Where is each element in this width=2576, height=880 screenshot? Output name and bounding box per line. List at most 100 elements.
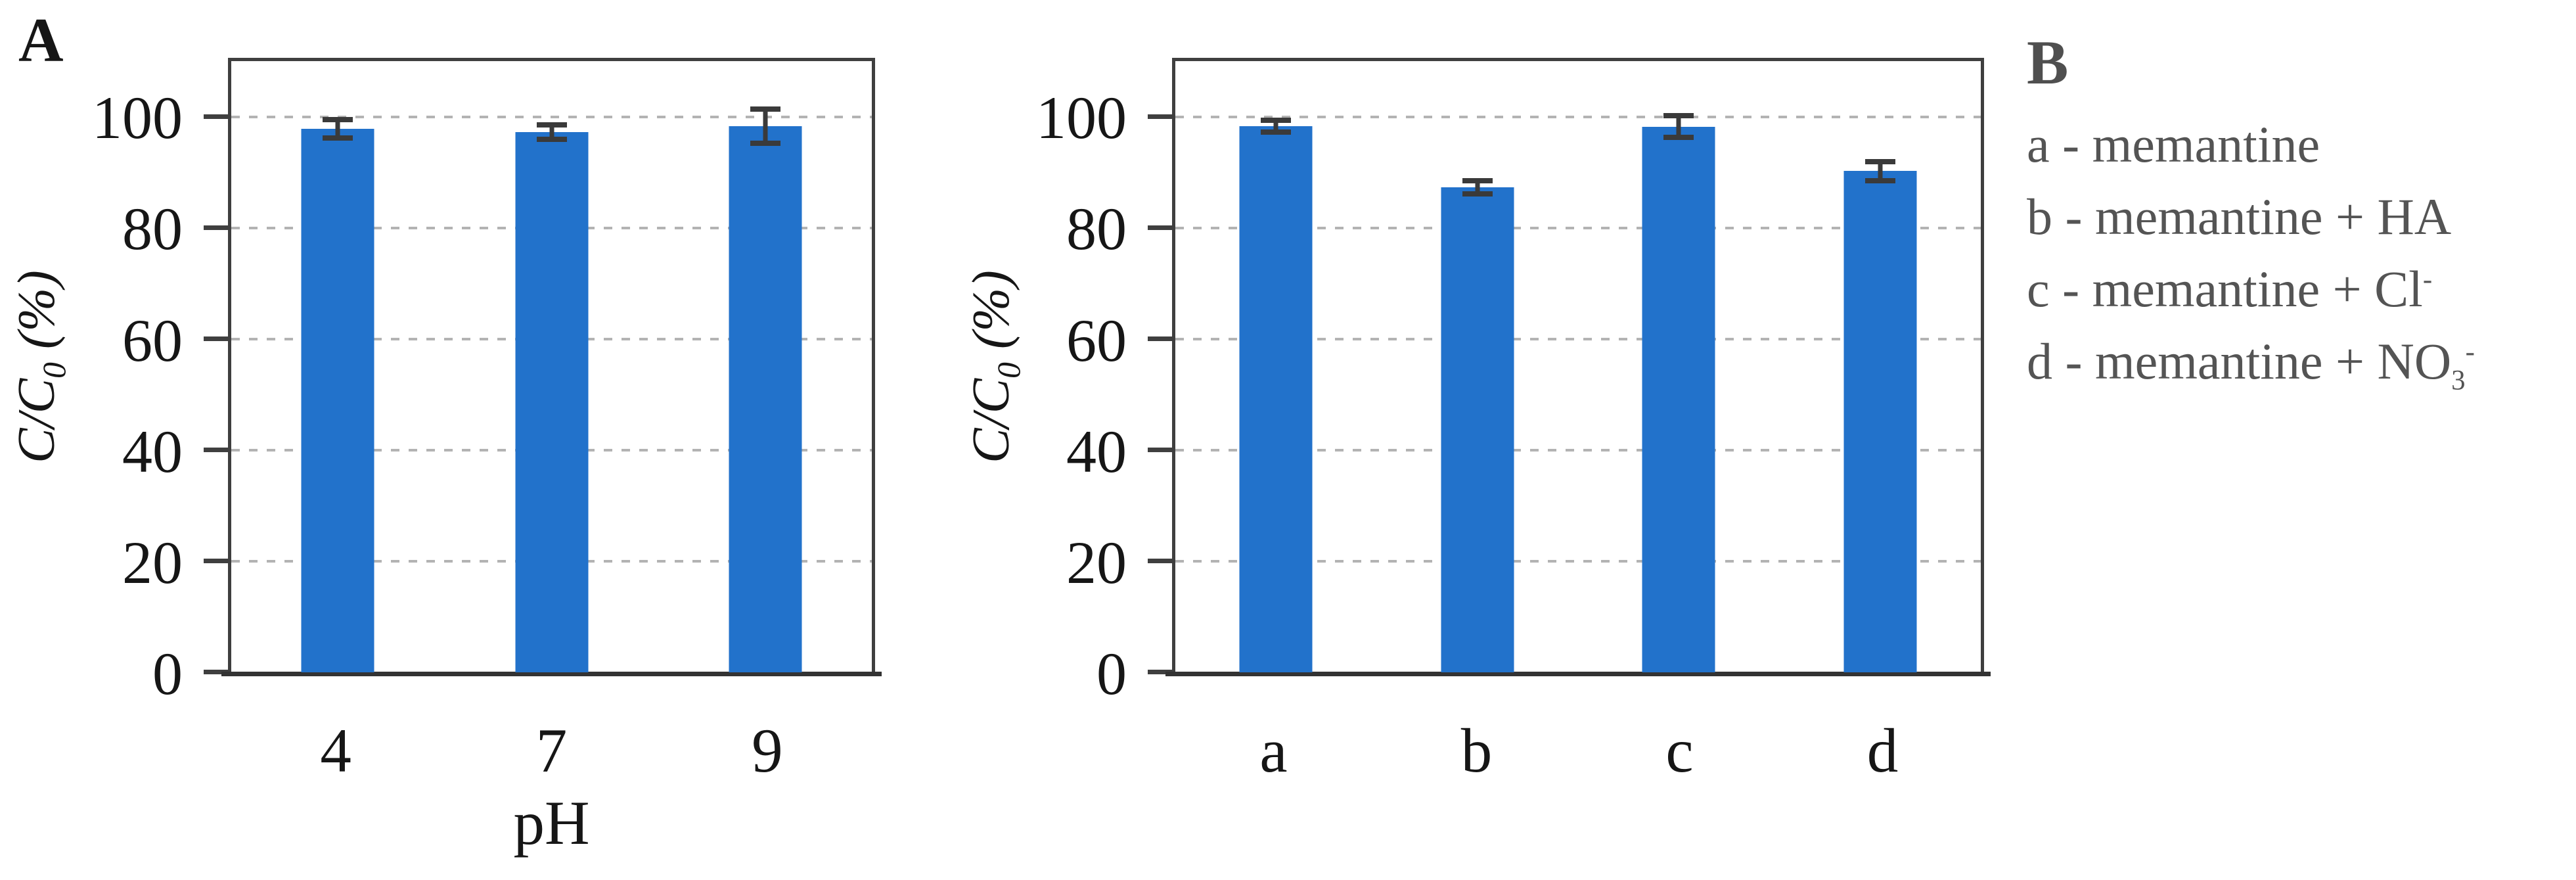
y-tick-mark-60 [204,336,228,341]
error-bar-cap-top [1663,113,1694,119]
error-bar-cap-top [1864,158,1895,164]
error-bar-cap-bottom [1261,129,1292,135]
y-tick-mark-20 [204,558,228,563]
gridline-80 [1175,226,1981,229]
y-axis-label-a: C/C0 (%) [8,270,73,463]
gridline-20 [231,559,872,563]
error-bar-line [1878,158,1883,183]
error-bar-cap-bottom [1462,191,1493,197]
error-bar-4 [323,117,353,141]
y-tick-label-100: 100 [1036,84,1127,152]
gridline-40 [1175,448,1981,452]
y-tick-label-20: 20 [1066,528,1127,596]
y-axis-label-a-subscript: 0 [36,362,73,379]
x-tick-label-d: d [1866,716,1899,785]
error-bar-cap-top [536,122,567,128]
error-bar-cap-bottom [750,141,780,147]
error-bar-cap-top [323,117,353,123]
error-bar-cap-top [750,106,780,112]
error-bar-line [763,106,767,147]
legend-text: a - memantine [2027,116,2320,173]
legend-text: b - memantine + HA [2027,188,2452,245]
legend-item-1: a - memantine [2027,108,2572,181]
x-axis-title-a: pH [513,788,590,858]
bar-4 [301,129,374,672]
y-tick-mark-40 [1148,447,1172,452]
bar-c [1642,126,1715,672]
panel-a-label: A [18,5,64,75]
error-bar-7 [536,122,567,143]
y-axis-tick-labels-b: 0 20 40 60 80 100 [985,61,1127,703]
y-tick-label-80: 80 [1066,195,1127,263]
y-tick-mark-0 [1148,670,1172,674]
y-tick-label-60: 60 [1066,306,1127,374]
x-tick-label-b: b [1460,716,1493,785]
error-bar-cap-bottom [1663,135,1694,141]
bar-7 [515,132,588,672]
bar-9 [729,126,802,672]
legend-items: a - memantine b - memantine + HA c - meman… [2027,108,2572,398]
gridline-100 [231,115,872,118]
y-tick-mark-80 [204,225,228,230]
legend-subscript: 3 [2451,365,2466,396]
y-tick-label-100: 100 [92,84,183,152]
y-axis-label-b-unit: (%) [962,270,1021,363]
legend-superscript: - [2465,336,2475,367]
gridline-80 [231,226,872,229]
plot-area-a [204,58,882,676]
legend: B a - memantine b - memantine + HA c - mem… [2027,26,2572,398]
y-axis-label-a-unit: (%) [8,270,66,363]
error-bar-a [1261,118,1292,135]
error-bar-line [549,122,554,143]
gridline-60 [1175,337,1981,340]
legend-item-4: d - memantine + NO3- [2027,325,2572,398]
y-tick-mark-100 [204,114,228,119]
y-tick-label-40: 40 [1066,417,1127,485]
x-tick-label-c: c [1665,716,1694,785]
y-axis-tick-labels-a: 0 20 40 60 80 100 [39,61,183,703]
y-tick-label-20: 20 [122,528,183,596]
y-axis-label-a-text: C/C [8,378,66,463]
error-bar-line [335,117,340,141]
y-tick-mark-0 [204,670,228,674]
y-tick-label-60: 60 [122,306,183,374]
plot-area-b [1148,58,1991,676]
gridline-60 [231,337,872,340]
y-tick-mark-100 [1148,114,1172,119]
error-bar-9 [750,106,780,147]
legend-text: d - memantine + NO [2027,333,2452,390]
error-bar-cap-top [1261,118,1292,124]
y-tick-mark-60 [1148,336,1172,341]
y-axis-label-b: C/C0 (%) [962,270,1027,463]
y-tick-label-40: 40 [122,417,183,485]
y-axis-label-b-text: C/C [962,378,1021,463]
bar-a [1239,126,1313,672]
x-axis-line-B [1165,672,1991,676]
error-bar-c [1663,113,1694,141]
y-tick-mark-20 [1148,558,1172,563]
legend-item-3: c - memantine + Cl- [2027,253,2572,325]
error-bar-cap-top [1462,177,1493,183]
error-bar-b [1462,177,1493,197]
error-bar-cap-bottom [323,135,353,141]
gridline-20 [1175,559,1981,563]
error-bar-line [1273,118,1278,135]
legend-item-2: b - memantine + HA [2027,181,2572,253]
x-axis-line-A [221,672,882,676]
x-tick-label-9: 9 [752,716,783,785]
legend-text: c - memantine + Cl [2027,260,2423,317]
y-tick-mark-80 [1148,225,1172,230]
x-tick-label-a: a [1259,716,1288,785]
error-bar-d [1864,158,1895,183]
error-bar-line [1475,177,1480,197]
x-tick-label-7: 7 [535,716,568,785]
legend-superscript: - [2422,264,2433,295]
gridline-40 [231,448,872,452]
y-tick-label-0: 0 [152,639,183,707]
bar-b [1441,187,1514,672]
error-bar-cap-bottom [1864,178,1895,183]
y-tick-label-80: 80 [122,195,183,263]
